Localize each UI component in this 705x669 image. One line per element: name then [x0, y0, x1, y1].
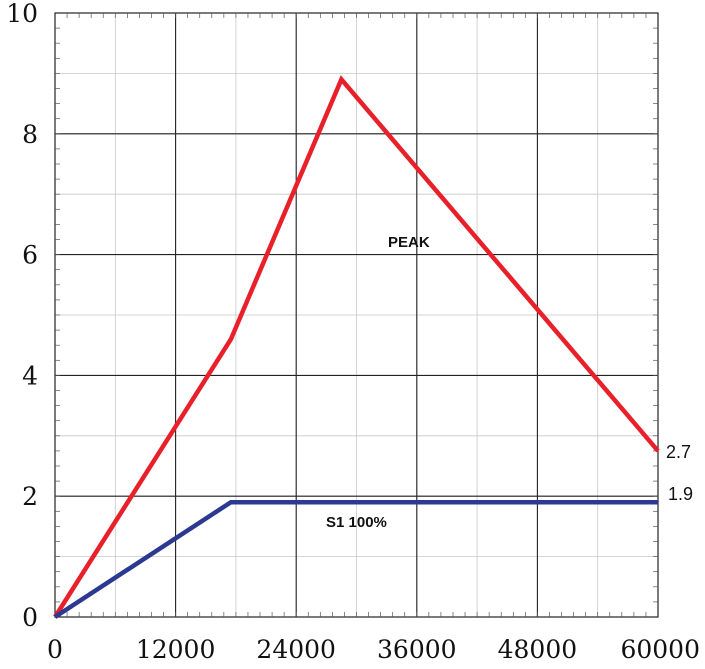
y-tick-label: 10: [6, 0, 38, 28]
x-tick-label: 60000: [620, 635, 700, 664]
x-tick-label: 0: [47, 635, 63, 664]
x-tick-label: 12000: [136, 635, 216, 664]
series-line-0: [53, 75, 660, 619]
series-labels: PEAK 2.7 S1 100% 1.9: [326, 234, 693, 531]
tick-marks: [55, 13, 658, 617]
series-name-label: S1 100%: [326, 514, 387, 531]
y-tick-label: 2: [22, 482, 38, 511]
series-line-1: [53, 499, 658, 619]
x-tick-label: 24000: [256, 635, 336, 664]
x-tick-label: 36000: [377, 635, 457, 664]
y-tick-labels: 0 2 4 6 8 10: [6, 0, 38, 632]
y-tick-label: 0: [22, 603, 38, 632]
y-tick-label: 6: [22, 241, 38, 270]
series-lines: [53, 75, 660, 619]
y-tick-label: 4: [22, 361, 38, 390]
y-tick-label: 8: [22, 120, 38, 149]
x-tick-label: 48000: [498, 635, 578, 664]
major-grid: [55, 13, 658, 617]
series-name-label: PEAK: [388, 234, 430, 251]
series-end-value-label: 2.7: [666, 442, 691, 462]
series-end-value-label: 1.9: [668, 484, 693, 504]
x-tick-labels: 0 12000 24000 36000 48000 60000: [47, 635, 700, 664]
